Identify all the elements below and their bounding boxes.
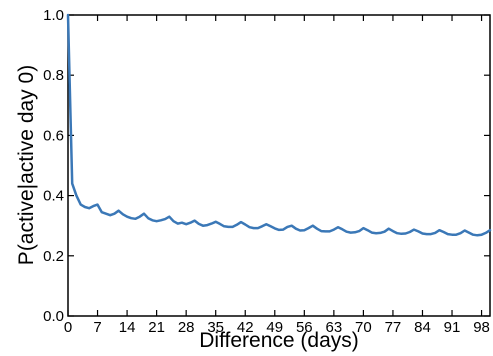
plot-frame [67,14,491,317]
y-tick-label: 0.2 [43,248,64,265]
x-tick-label: 7 [93,319,101,336]
y-tick-label: 1.0 [43,7,64,24]
series-line [66,13,492,237]
y-axis: 0.0 0.2 0.4 0.6 0.8 1.0 [43,7,490,325]
x-tick-label: 91 [444,319,461,336]
x-tick-label: 49 [266,319,283,336]
y-tick-label: 0.4 [43,188,64,205]
x-tick-label: 84 [414,319,431,336]
x-tick-label: 77 [385,319,402,336]
x-tick-label: 28 [178,319,195,336]
y-axis-label: P(active|active day 0) [15,65,38,265]
x-tick-label: 35 [207,319,224,336]
y-tick-label: 0.8 [43,67,64,84]
x-tick-label: 63 [326,319,343,336]
x-tick-label: 0 [64,319,72,336]
x-tick-label: 21 [148,319,165,336]
x-axis: 0 7 14 21 28 35 42 49 56 63 70 77 84 91 98 [64,15,490,336]
x-tick-label: 70 [355,319,372,336]
x-tick-label: 56 [296,319,313,336]
x-tick-label: 42 [237,319,254,336]
y-tick-label: 0.6 [43,127,64,144]
x-tick-label: 14 [119,319,136,336]
x-tick-label: 98 [473,319,490,336]
y-tick-label: 0.0 [43,308,64,325]
x-axis-label: Difference (days) [199,329,359,352]
